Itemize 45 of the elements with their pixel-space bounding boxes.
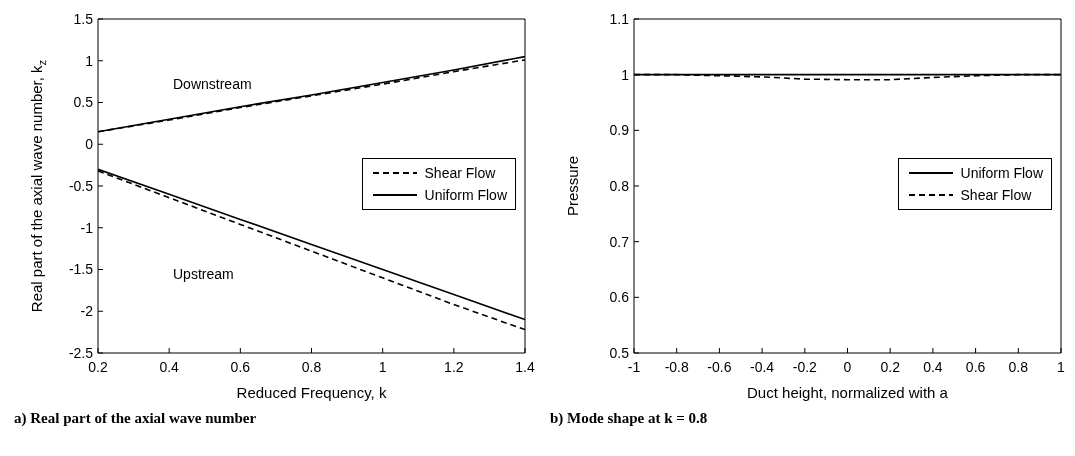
x-tick-label: 1.4 — [515, 358, 535, 375]
legend-label: Uniform Flow — [960, 164, 1043, 183]
y-tick-label: -2 — [80, 303, 94, 320]
x-tick-label: 0.4 — [923, 358, 943, 375]
y-tick-label: 0.7 — [609, 233, 630, 250]
x-tick-label: -0.2 — [792, 358, 818, 375]
y-tick-label: 0.5 — [609, 344, 630, 361]
x-tick-label: 1 — [378, 358, 387, 375]
y-tick-label: 0.9 — [609, 122, 630, 139]
x-tick-label: 0.8 — [301, 358, 322, 375]
y-tick-label: -1 — [80, 219, 94, 236]
text: a) Real part of the axial wave number — [14, 410, 258, 427]
y-tick-label: 0.6 — [609, 289, 630, 306]
x-tick-label: -1 — [627, 358, 641, 375]
annotation: Downstream — [173, 76, 252, 92]
legend-label: Uniform Flow — [424, 186, 507, 205]
y-tick-label: 1 — [85, 52, 94, 69]
x-axis-title: Duct height, normalized with a — [747, 384, 949, 401]
x-tick-label: -0.8 — [664, 358, 689, 375]
legend-label: Shear Flow — [424, 164, 496, 183]
x-tick-label: 0.6 — [230, 358, 251, 375]
y-tick-label: -2.5 — [68, 344, 94, 361]
y-tick-label: 0 — [85, 136, 94, 153]
x-axis-title: Reduced Frequency, k — [236, 384, 387, 401]
y-tick-label: 0.8 — [609, 177, 630, 194]
y-tick-label: 0.5 — [73, 94, 94, 111]
x-tick-label: 0.2 — [88, 358, 108, 375]
x-tick-label: 0.8 — [1008, 358, 1029, 375]
x-tick-label: -0.4 — [750, 358, 775, 375]
y-tick-label: 1.5 — [73, 10, 94, 27]
x-tick-label: 0 — [843, 358, 852, 375]
x-tick-label: 0.4 — [159, 358, 180, 375]
y-tick-label: -1.5 — [68, 261, 94, 278]
y-tick-label: 1.1 — [609, 10, 630, 27]
x-tick-label: 1.2 — [444, 358, 464, 375]
legend-label: Shear Flow — [960, 186, 1032, 205]
y-axis-title: Pressure — [563, 155, 581, 217]
text: b) Mode shape at k = 0.8 — [550, 410, 709, 427]
x-tick-label: 0.2 — [880, 358, 901, 375]
y-tick-label: -0.5 — [68, 177, 94, 194]
y-tick-label: 1 — [621, 66, 630, 83]
x-tick-label: 1 — [1057, 358, 1066, 375]
annotation: Upstream — [173, 266, 234, 282]
x-tick-label: 0.6 — [965, 358, 986, 375]
x-tick-label: -0.6 — [707, 358, 732, 375]
